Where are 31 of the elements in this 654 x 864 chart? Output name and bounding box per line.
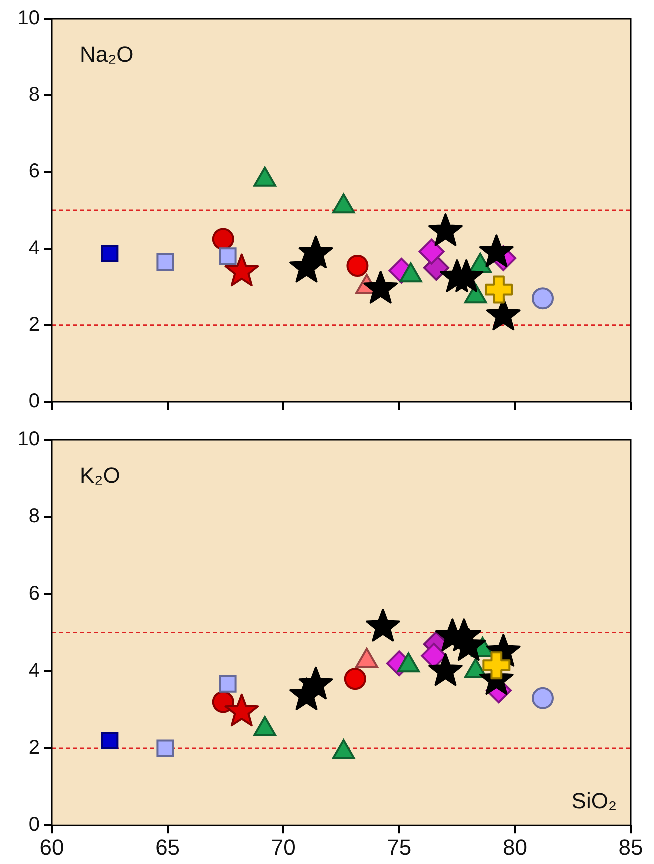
- point: [156, 740, 174, 758]
- y-tick-label: 4: [28, 237, 40, 260]
- y-tick-label: 0: [28, 390, 40, 413]
- y-tick-label: 10: [18, 8, 40, 30]
- y-tick-label: 4: [28, 660, 40, 682]
- y-tick-label: 10: [18, 428, 40, 451]
- point: [298, 666, 334, 700]
- annotation: SiO₂: [572, 788, 617, 814]
- y-tick-label: 8: [28, 506, 40, 528]
- point: [224, 694, 260, 727]
- annotation: Na₂O: [80, 42, 134, 68]
- y-tick-label: 6: [28, 160, 40, 183]
- point: [428, 653, 463, 686]
- y-tick-label: 8: [28, 84, 40, 106]
- annotation: K₂O: [80, 463, 120, 488]
- point: [532, 687, 554, 710]
- x-tick-label: 80: [502, 834, 528, 860]
- y-tick-label: 2: [28, 736, 40, 759]
- point: [344, 668, 366, 690]
- point: [482, 652, 511, 680]
- x-tick-label: 70: [271, 834, 296, 860]
- y-tick-label: 2: [28, 314, 40, 336]
- x-tick-label: 85: [618, 834, 644, 860]
- x-tick-label: 60: [40, 834, 64, 860]
- point: [219, 675, 237, 693]
- y-tick-label: 6: [28, 582, 40, 605]
- y-tick-label: 0: [28, 814, 40, 836]
- x-tick-label: 65: [156, 834, 180, 860]
- x-tick-label: 75: [387, 834, 412, 860]
- point: [101, 732, 119, 750]
- point: [366, 609, 400, 642]
